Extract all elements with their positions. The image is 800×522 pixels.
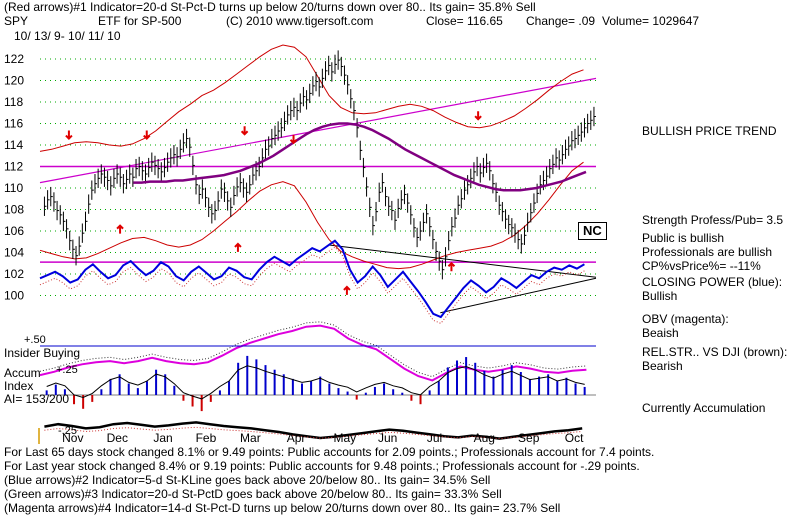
insider-buying-label: Insider Buying xyxy=(4,346,81,360)
change-value: Change= .09 xyxy=(526,14,596,28)
y-tick-label: 116 xyxy=(4,117,23,131)
close-value: Close= 116.65 xyxy=(426,14,503,28)
red-down-arrow xyxy=(143,130,151,140)
footer-magenta-arrows: (Magenta arrows)#4 Indicator=14-d St-Pct… xyxy=(4,501,561,515)
y-tick-label: 120 xyxy=(4,74,24,88)
volume-value: Volume= 1029647 xyxy=(602,14,700,28)
month-label: Apr xyxy=(287,431,306,445)
month-label: May xyxy=(333,431,356,445)
footer-blue-arrows: (Blue arrows)#2 Indicator=5-d St-KLine g… xyxy=(4,473,491,487)
month-label: Aug xyxy=(474,431,495,445)
cp-vs-price-label: CP%vsPrice%= --11% xyxy=(642,259,761,273)
downtrend-line xyxy=(329,244,597,278)
y-tick-label: 100 xyxy=(4,289,24,303)
obv-line xyxy=(39,324,587,382)
accum-label: Accum xyxy=(4,366,41,380)
relstr-value: Bearish xyxy=(642,359,683,373)
month-label: Jul xyxy=(427,431,442,445)
relstr-ma-line xyxy=(44,426,583,440)
red-down-arrow xyxy=(65,130,73,140)
closing-power-value: Bullish xyxy=(642,289,678,303)
upper-band-line xyxy=(39,44,584,152)
minus25-label: -.25 xyxy=(58,425,77,437)
month-label: Oct xyxy=(565,431,584,445)
month-label: Sep xyxy=(518,431,540,445)
y-tick-label: 106 xyxy=(4,224,24,238)
obv-ma-line xyxy=(39,321,587,378)
obv-label: OBV (magenta): xyxy=(642,312,729,326)
professionals-label: Professionals are bullish xyxy=(642,245,773,259)
accum-ma-line xyxy=(46,365,585,400)
y-tick-label: 114 xyxy=(4,138,23,152)
header-indicator-line: (Red arrows)#1 Indicator=20-d St-Pct-D t… xyxy=(4,0,536,14)
public-label: Public is bullish xyxy=(642,231,725,245)
month-label: Feb xyxy=(196,431,217,445)
ai-score-label: AI= 153/200 xyxy=(4,392,70,406)
footer-year-line: For Last year stock changed 8.4% or 9.19… xyxy=(4,459,640,473)
plus25-label: +.25 xyxy=(56,364,78,376)
closing-power-ma-line xyxy=(39,246,585,325)
month-label: Nov xyxy=(62,431,83,445)
y-tick-label: 110 xyxy=(4,181,23,195)
red-down-arrow xyxy=(240,126,249,136)
accumulation-status: Currently Accumulation xyxy=(642,401,766,415)
ticker-symbol: SPY xyxy=(4,14,29,28)
uptrend-line xyxy=(440,277,597,314)
moving-average-line xyxy=(133,122,587,192)
strength-label: Strength Profess/Pub= 3.5 xyxy=(642,213,784,227)
ticker-description: ETF for SP-500 xyxy=(98,14,182,28)
y-tick-label: 122 xyxy=(4,52,24,66)
y-tick-label: 102 xyxy=(4,267,24,281)
y-tick-label: 112 xyxy=(4,160,23,174)
red-up-arrow xyxy=(343,285,351,295)
closing-power-line xyxy=(39,239,585,319)
y-tick-label: 108 xyxy=(4,203,24,217)
month-label: Mar xyxy=(240,431,261,445)
red-down-arrow xyxy=(474,111,482,121)
lower-band-line xyxy=(39,161,584,270)
red-up-arrow xyxy=(116,224,124,234)
red-up-arrow xyxy=(447,261,456,272)
trend-label: BULLISH PRICE TREND xyxy=(642,124,777,138)
red-up-arrow xyxy=(234,242,242,252)
date-range: 10/ 13/ 9- 10/ 11/ 10 xyxy=(14,29,121,43)
red-down-arrow xyxy=(289,134,298,145)
index-label: Index xyxy=(4,379,34,393)
copyright-text: (C) 2010 www.tigersoft.com xyxy=(226,14,374,28)
month-label: Dec xyxy=(107,431,128,445)
footer-green-arrows: (Green arrows)#3 Indicator=20-d St-PctD … xyxy=(4,487,502,501)
plus50-label: +.50 xyxy=(24,334,46,346)
month-label: Jan xyxy=(153,431,172,445)
y-tick-label: 118 xyxy=(4,95,23,109)
closing-power-label: CLOSING POWER (blue): xyxy=(642,275,783,289)
month-label: Jun xyxy=(378,431,397,445)
y-tick-label: 104 xyxy=(4,246,24,260)
footer-65day-line: For Last 65 days stock changed 8.1% or 9… xyxy=(4,445,655,459)
relstr-label: REL.STR.. VS DJI (brown): xyxy=(642,345,788,359)
rising-trendline xyxy=(39,77,597,184)
nc-box: NC xyxy=(578,222,607,240)
obv-value: Beaish xyxy=(642,326,679,340)
